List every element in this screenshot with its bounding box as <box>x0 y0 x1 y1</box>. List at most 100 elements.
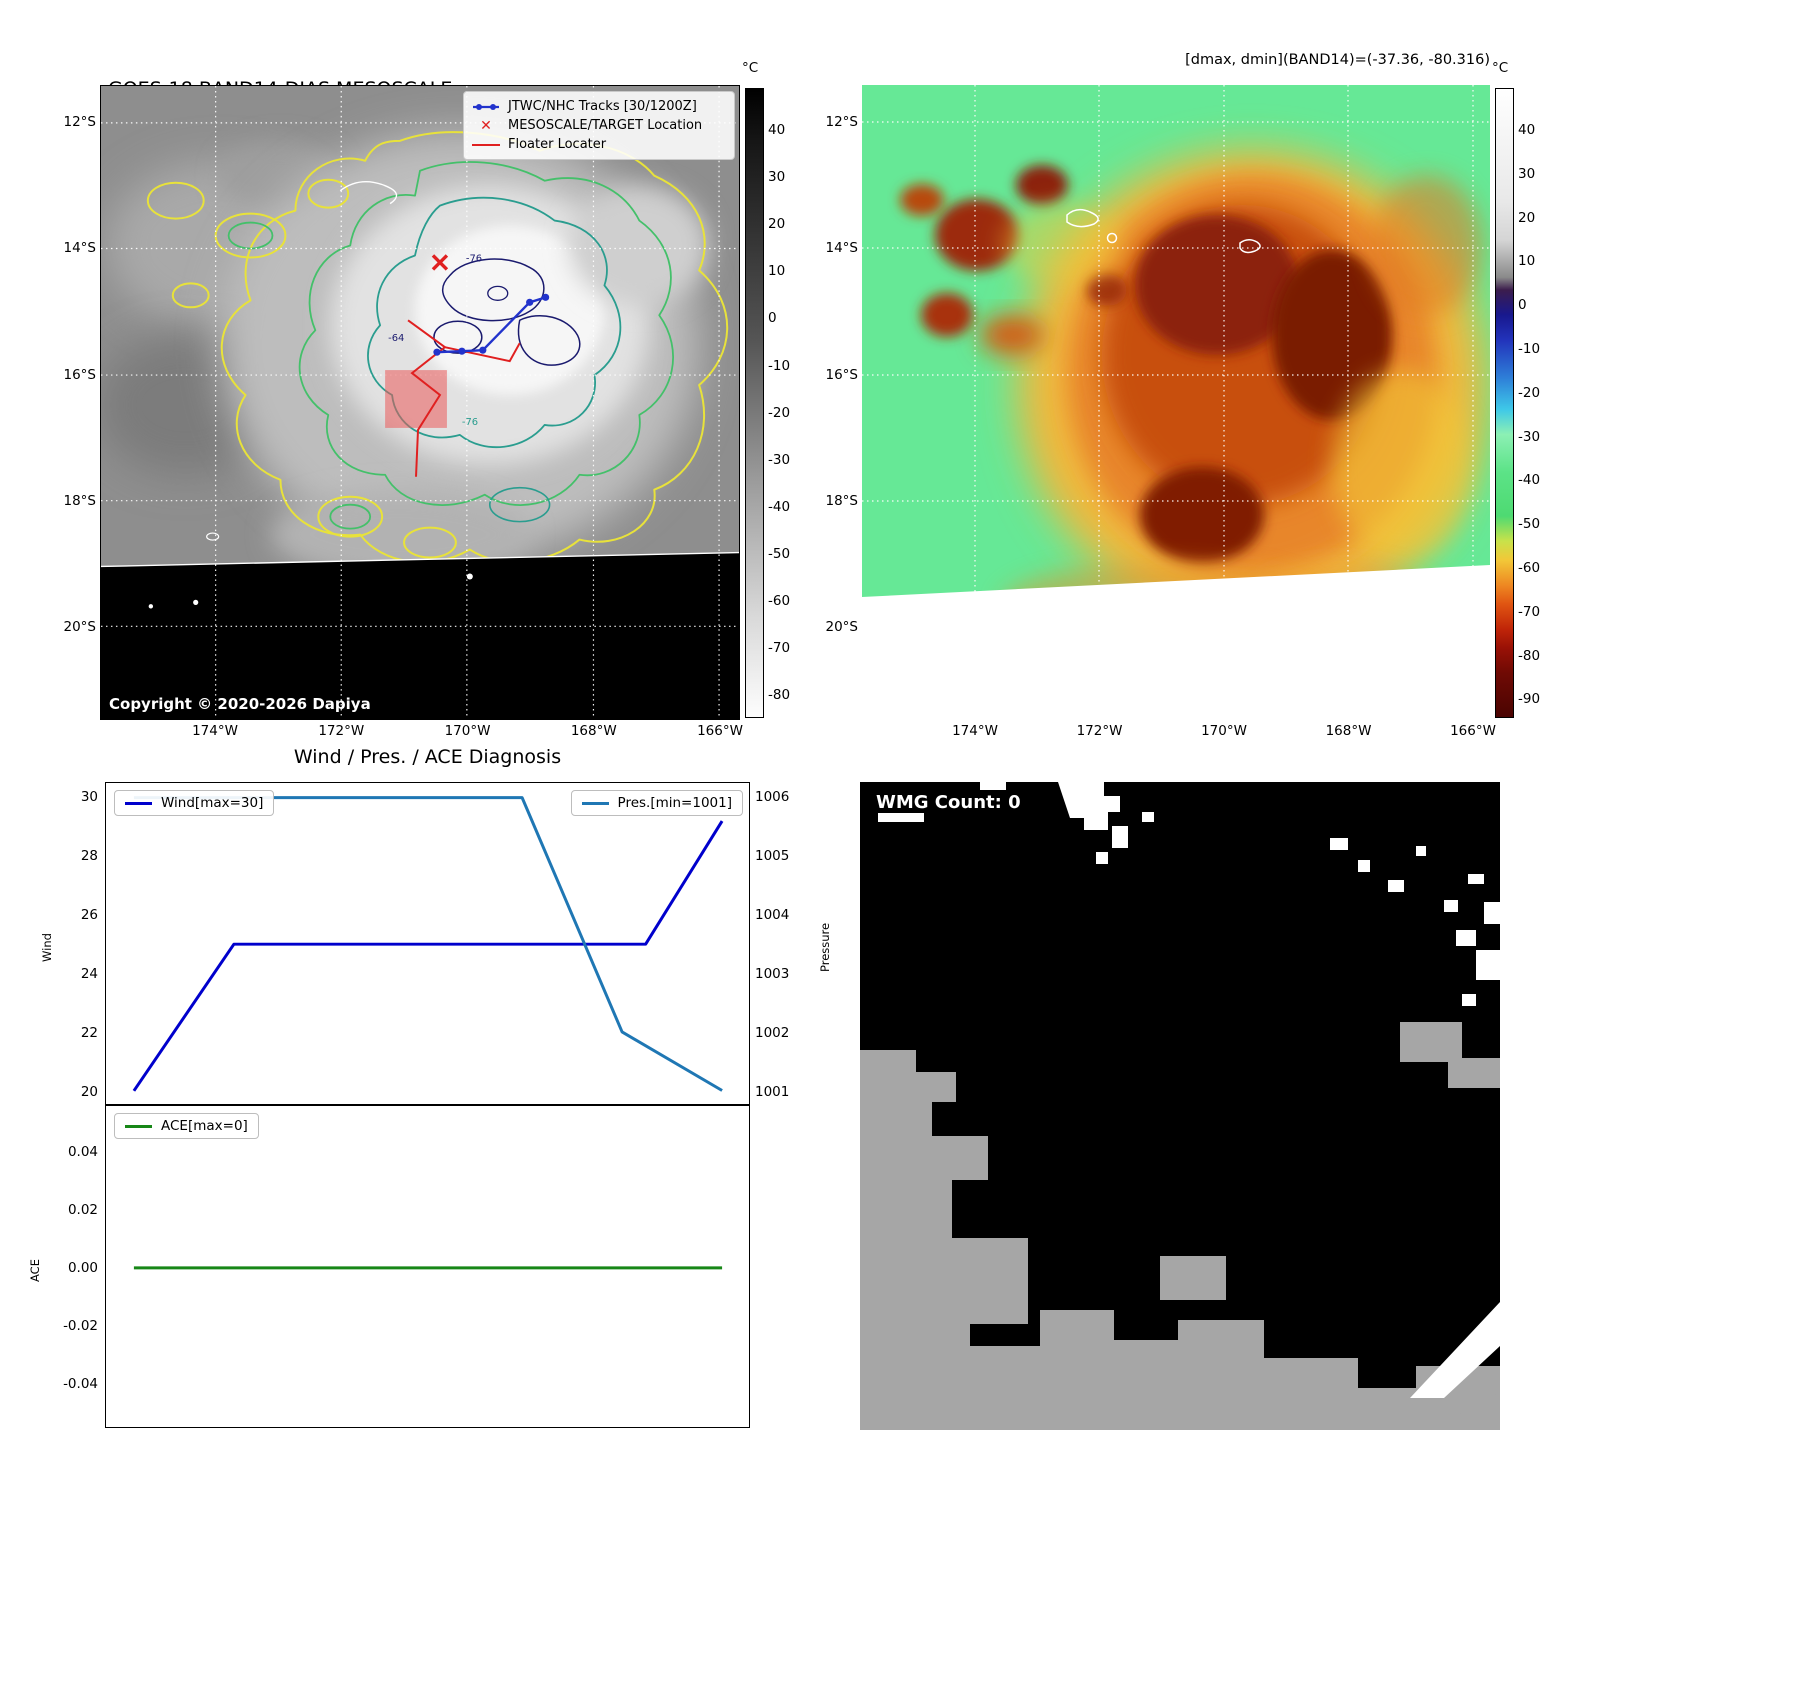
wind-lt-label: 20 <box>80 1084 98 1100</box>
awv-lat-label: 20°S <box>825 619 859 635</box>
cb1-ticks-label: -40 <box>768 498 791 515</box>
awv-lon-label: 172°W <box>1076 723 1123 739</box>
awv-header-line1: [dmax, dmin](BAND14)=(-37.36, -80.316) <box>1185 52 1490 68</box>
bd-legend-tracks-label: JTWC/NHC Tracks [30/1200Z] <box>508 99 697 114</box>
wind-rt-label: 1002 <box>755 1025 790 1041</box>
series-Wind <box>132 820 724 1092</box>
ace-lt-label: 0.04 <box>67 1144 98 1160</box>
awv-lat-label: 14°S <box>825 240 859 257</box>
cb1-ticks-label: 0 <box>768 310 777 327</box>
wind-rt-label: 1001 <box>755 1084 790 1100</box>
cb2-ticks-label: 40 <box>1518 122 1536 138</box>
cb1-ticks-label: 40 <box>768 122 786 138</box>
cb2-ticks-label: -70 <box>1518 603 1541 620</box>
wind-axis-label: Wind <box>40 933 54 962</box>
wmg-white-blocks <box>878 782 1500 1006</box>
bd-colorbar-unit: °C <box>742 60 759 76</box>
wind-pres-chart-canvas <box>132 796 724 1092</box>
pres-legend-label: Pres.[min=1001] <box>617 795 732 811</box>
bd-copyright: Copyright © 2020-2026 Dapiya <box>109 695 371 713</box>
bd-colorbar <box>745 88 764 718</box>
cb1-ticks-label: -30 <box>768 451 791 468</box>
awv-lon-axis: 174°W 172°W 170°W 168°W 166°W <box>862 723 1496 743</box>
bd-legend-row-floater: Floater Locater <box>472 135 726 154</box>
pres-yaxis-ticks: 1006 1005 1004 1003 1002 1001 <box>755 782 805 1105</box>
awv-lon-label: 170°W <box>1201 723 1247 739</box>
cb2-ticks-label: -30 <box>1518 428 1541 445</box>
wind-lt-label: 28 <box>80 848 98 864</box>
awv-gridlines <box>862 85 1490 720</box>
bd-lon-axis: 174°W 172°W 170°W 168°W 166°W <box>100 723 743 743</box>
wind-lt-label: 26 <box>80 907 98 923</box>
awv-lat-label: 18°S <box>825 492 859 509</box>
wind-yaxis-ticks: 30 28 26 24 22 20 <box>52 782 98 1105</box>
bd-lat-label: 16°S <box>63 366 97 383</box>
cb2-ticks-label: -50 <box>1518 516 1541 533</box>
cb2-ticks-label: 0 <box>1518 297 1527 314</box>
awv-map-plot <box>862 85 1490 720</box>
bd-contour-label-76a: -76 <box>466 253 482 264</box>
bd-map-legend: JTWC/NHC Tracks [30/1200Z] ✕ MESOSCALE/T… <box>463 91 735 160</box>
wmg-panel: WMG Count: 0 <box>860 782 1500 1430</box>
wmg-image <box>860 782 1500 1430</box>
bd-legend-row-tracks: JTWC/NHC Tracks [30/1200Z] <box>472 97 726 116</box>
cb1-ticks-label: 10 <box>768 263 786 280</box>
bd-legend-floater-label: Floater Locater <box>508 137 607 152</box>
target-x-icon: ✕ <box>480 117 492 134</box>
awv-colorbar-ticks: 40 30 20 10 0 -10 -20 -30 -40 -50 -60 -70 -80 -90 <box>1518 88 1563 718</box>
wind-rt-label: 1005 <box>755 848 790 864</box>
wind-rt-label: 1004 <box>755 907 790 923</box>
cb2-ticks-label: -80 <box>1518 647 1541 664</box>
cb1-ticks-label: 30 <box>768 169 786 186</box>
bd-limb-black-region <box>101 532 739 719</box>
bd-colorbar-ticks: 40 30 20 10 0 -10 -20 -30 -40 -50 -60 -70 -80 <box>768 88 813 718</box>
bd-lon-label: 172°W <box>318 723 365 739</box>
awv-lat-axis: 12°S 14°S 16°S 18°S 20°S <box>796 85 859 720</box>
bd-lat-axis: 12°S 14°S 16°S 18°S 20°S <box>34 85 97 720</box>
wind-lt-label: 30 <box>80 789 98 805</box>
ace-chart: ACE[max=0] <box>105 1105 750 1428</box>
floater-line-icon <box>472 143 500 146</box>
bd-lat-label: 14°S <box>63 240 97 257</box>
cb2-ticks-label: -10 <box>1518 341 1541 357</box>
bd-lat-label: 20°S <box>63 619 97 635</box>
awv-lat-label: 16°S <box>825 366 859 383</box>
awv-lat-label: 12°S <box>825 114 859 130</box>
cb1-ticks-label: -80 <box>768 687 791 704</box>
bd-legend-target-label: MESOSCALE/TARGET Location <box>508 118 703 133</box>
bd-jtwc-track <box>433 293 550 356</box>
ace-axis-label: ACE <box>28 1259 42 1282</box>
bd-map-plot: -64 -76 -76 <box>100 85 740 720</box>
bd-lat-label: 18°S <box>63 492 97 509</box>
bd-lon-label: 170°W <box>444 723 491 739</box>
wind-line-icon <box>125 801 152 805</box>
cb1-ticks-label: 20 <box>768 216 786 233</box>
bd-lat-label: 12°S <box>63 114 97 130</box>
cb1-ticks-label: -10 <box>768 357 791 374</box>
bd-lon-label: 168°W <box>570 723 617 739</box>
awv-lon-label: 168°W <box>1325 723 1372 739</box>
pres-axis-label: Pressure <box>818 922 832 972</box>
awv-colorbar <box>1495 88 1514 718</box>
cb2-ticks-label: -40 <box>1518 472 1541 489</box>
awv-satellite-image <box>862 85 1490 720</box>
cb2-ticks-label: 10 <box>1518 253 1536 270</box>
cb1-ticks-label: -50 <box>768 545 791 562</box>
bd-contour-label-64: -64 <box>388 333 404 344</box>
wind-lt-label: 22 <box>80 1025 98 1041</box>
wmg-white-wedge <box>1410 1302 1500 1398</box>
awv-lon-label: 166°W <box>1450 723 1496 739</box>
cb2-ticks-label: 30 <box>1518 165 1536 182</box>
awv-lon-label: 174°W <box>952 723 998 739</box>
ace-yaxis-ticks: 0.04 0.02 0.00 -0.02 -0.04 <box>42 1105 98 1428</box>
wind-pres-chart: Wind[max=30] Pres.[min=1001] <box>105 782 750 1105</box>
wmg-gray-blocks <box>860 1022 1500 1430</box>
bd-legend-row-target: ✕ MESOSCALE/TARGET Location <box>472 116 726 135</box>
bd-lon-label: 166°W <box>697 723 743 739</box>
awv-island-outlines <box>1066 208 1261 254</box>
cb2-ticks-label: 20 <box>1518 209 1536 226</box>
ace-legend: ACE[max=0] <box>114 1113 259 1139</box>
bd-lon-label: 174°W <box>192 723 238 739</box>
wmg-count-label: WMG Count: 0 <box>876 792 1021 813</box>
